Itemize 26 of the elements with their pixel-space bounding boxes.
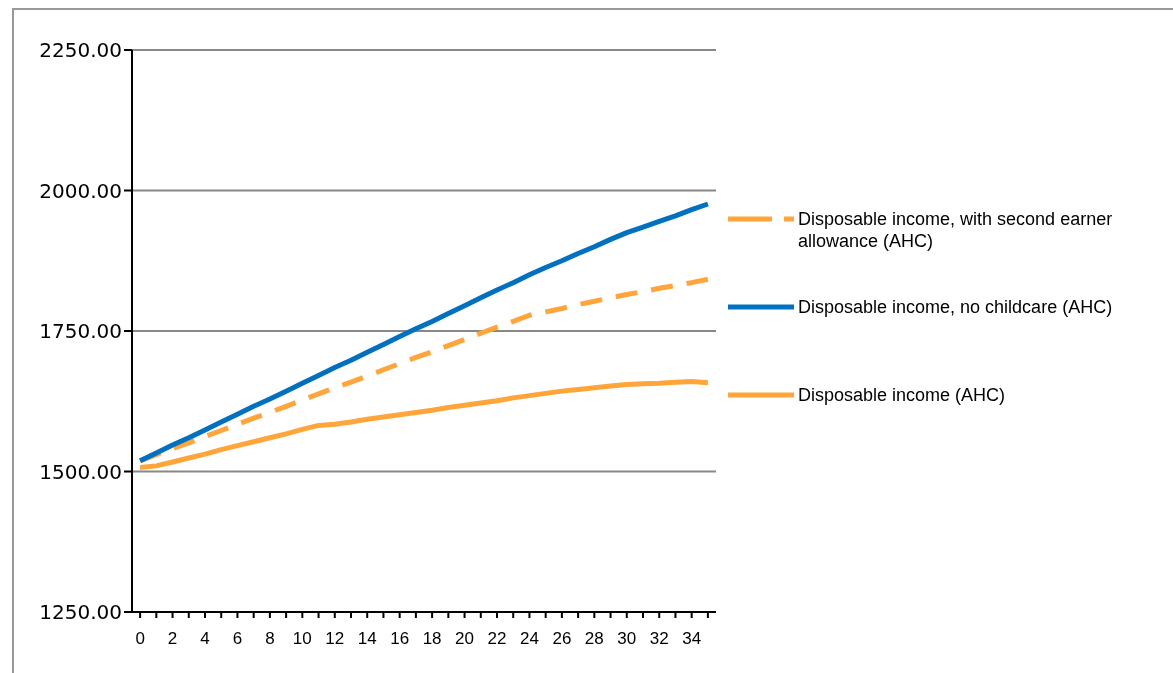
y-tick-label: 1750.00 — [39, 319, 122, 344]
y-tick-label: 2250.00 — [39, 38, 122, 63]
x-tick-label: 2 — [167, 629, 178, 648]
x-tick-label: 28 — [584, 629, 604, 648]
x-tick-label: 10 — [292, 629, 312, 648]
x-tick-label: 20 — [455, 629, 475, 648]
x-tick-label: 24 — [519, 629, 539, 648]
x-tick-label: 12 — [325, 629, 345, 648]
x-tick-label: 18 — [422, 629, 442, 648]
y-tick-label: 1500.00 — [39, 459, 122, 484]
x-tick-label: 22 — [487, 629, 507, 648]
x-tick-label: 26 — [552, 629, 572, 648]
x-tick-label: 30 — [617, 629, 637, 648]
legend-label: Disposable income, with second earner allowance (AHC) — [798, 208, 1114, 252]
x-tick-label: 32 — [649, 629, 669, 648]
x-tick-label: 16 — [390, 629, 410, 648]
legend-label: Disposable income (AHC) — [798, 384, 1006, 406]
x-tick-label: 8 — [265, 629, 275, 648]
y-tick-label: 1250.00 — [39, 600, 122, 625]
legend-label: Disposable income, no childcare (AHC) — [798, 296, 1113, 318]
x-tick-label: 14 — [357, 629, 377, 648]
x-tick-label: 6 — [232, 629, 243, 648]
x-tick-label: 34 — [682, 629, 702, 648]
x-tick-label: 0 — [135, 629, 145, 648]
x-tick-label: 4 — [200, 629, 210, 648]
y-tick-label: 2000.00 — [39, 178, 122, 203]
